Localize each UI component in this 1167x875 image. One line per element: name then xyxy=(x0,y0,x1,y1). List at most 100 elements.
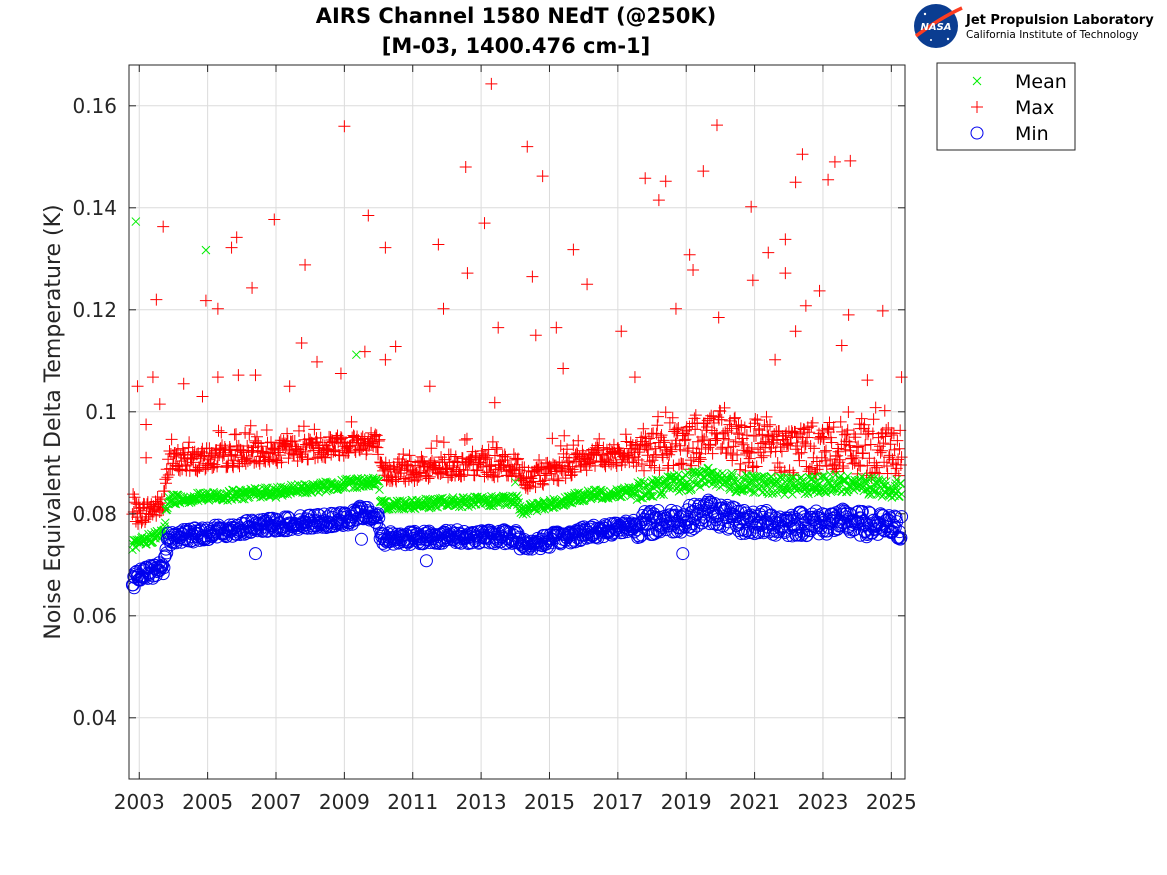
data-point-max xyxy=(554,439,567,452)
outlier-point-max xyxy=(211,371,224,384)
data-point-max xyxy=(181,458,194,471)
outlier-point-max xyxy=(299,258,312,271)
outlier-point-max xyxy=(789,325,802,338)
outlier-point-max xyxy=(283,380,296,393)
data-point-min xyxy=(638,517,652,531)
outlier-point-max xyxy=(529,329,542,342)
data-point-mean xyxy=(831,470,841,480)
data-point-max xyxy=(491,443,504,456)
outlier-point-max xyxy=(196,390,209,403)
data-point-max xyxy=(775,445,788,458)
data-point-max xyxy=(435,451,448,464)
data-point-max xyxy=(666,411,679,424)
data-point-max xyxy=(893,442,906,455)
data-points xyxy=(125,77,909,595)
data-point-max xyxy=(800,460,813,473)
data-point-max xyxy=(311,436,324,449)
data-point-max xyxy=(892,453,905,466)
y-tick-label: 0.04 xyxy=(72,706,117,730)
data-point-max xyxy=(440,463,453,476)
data-point-max xyxy=(859,439,872,452)
data-point-max xyxy=(633,442,646,455)
data-point-mean xyxy=(704,463,713,473)
data-point-mean xyxy=(727,473,737,482)
outlier-point-max xyxy=(822,173,835,186)
data-point-max xyxy=(171,444,184,457)
data-point-min xyxy=(202,532,216,546)
data-point-max xyxy=(206,447,219,460)
x-tick-label: 2019 xyxy=(661,790,712,814)
chart-title-line-1: AIRS Channel 1580 NEdT (@250K) xyxy=(316,4,717,28)
data-point-max xyxy=(557,447,570,460)
data-point-max xyxy=(474,456,487,469)
data-point-max xyxy=(785,425,798,438)
data-point-max xyxy=(654,431,667,444)
data-point-max xyxy=(505,461,518,474)
x-tick-label: 2009 xyxy=(319,790,370,814)
data-point-max xyxy=(819,444,832,457)
data-point-max xyxy=(128,491,141,504)
nasa-emblem-text: NASA xyxy=(920,22,951,33)
data-point-mean xyxy=(881,477,891,486)
data-point-max xyxy=(815,430,828,443)
data-point-max xyxy=(472,458,485,471)
data-point-max xyxy=(547,472,560,485)
data-point-max xyxy=(756,428,769,441)
data-point-max xyxy=(646,454,659,467)
data-point-min xyxy=(160,546,174,560)
nasa-swoosh-icon xyxy=(914,6,963,38)
data-point-max xyxy=(749,412,762,425)
data-point-max xyxy=(309,452,322,465)
data-point-max xyxy=(832,445,845,458)
data-point-max xyxy=(645,459,658,472)
data-point-max xyxy=(615,459,628,472)
data-point-max xyxy=(852,440,865,453)
outlier-point-max xyxy=(659,175,672,188)
data-point-max xyxy=(755,451,768,464)
series-max xyxy=(126,77,908,530)
data-point-min xyxy=(890,515,904,529)
outlier-point-max xyxy=(769,353,782,366)
data-point-max xyxy=(725,422,738,435)
data-point-max xyxy=(686,417,699,430)
data-point-max xyxy=(134,504,147,517)
outlier-point-max xyxy=(246,281,259,294)
data-point-max xyxy=(274,449,287,462)
data-point-max xyxy=(593,432,606,445)
data-point-max xyxy=(792,447,805,460)
outlier-point-max xyxy=(488,396,501,409)
outlier-point-max xyxy=(249,369,262,382)
data-point-max xyxy=(409,459,422,472)
data-point-min xyxy=(722,520,736,534)
data-point-max xyxy=(223,441,236,454)
data-point-mean xyxy=(780,490,790,500)
data-point-max xyxy=(729,435,742,448)
data-point-mean xyxy=(822,485,832,494)
data-point-max xyxy=(281,427,294,440)
data-point-max xyxy=(698,433,711,446)
data-point-max xyxy=(449,450,462,463)
x-tick-label: 2023 xyxy=(798,790,849,814)
outlier-point-max xyxy=(745,200,758,213)
x-tick-label: 2025 xyxy=(866,790,917,814)
legend: Mean Max Min xyxy=(936,62,1076,151)
outlier-point-max xyxy=(140,451,153,464)
data-point-max xyxy=(160,477,173,490)
data-point-max xyxy=(418,457,431,470)
data-point-max xyxy=(794,422,807,435)
data-point-mean xyxy=(645,491,655,501)
data-point-max xyxy=(751,414,764,427)
data-point-max xyxy=(717,432,730,445)
data-point-max xyxy=(659,406,672,419)
outlier-point-min xyxy=(127,581,141,595)
data-point-max xyxy=(373,433,386,446)
data-point-max xyxy=(372,435,385,448)
data-point-max xyxy=(795,446,808,459)
data-point-max xyxy=(668,423,681,436)
outlier-point-max xyxy=(550,321,563,334)
data-point-max xyxy=(784,436,797,449)
data-point-max xyxy=(880,460,893,473)
data-point-max xyxy=(846,457,859,470)
data-point-max xyxy=(694,453,707,466)
data-point-mean xyxy=(674,486,684,496)
